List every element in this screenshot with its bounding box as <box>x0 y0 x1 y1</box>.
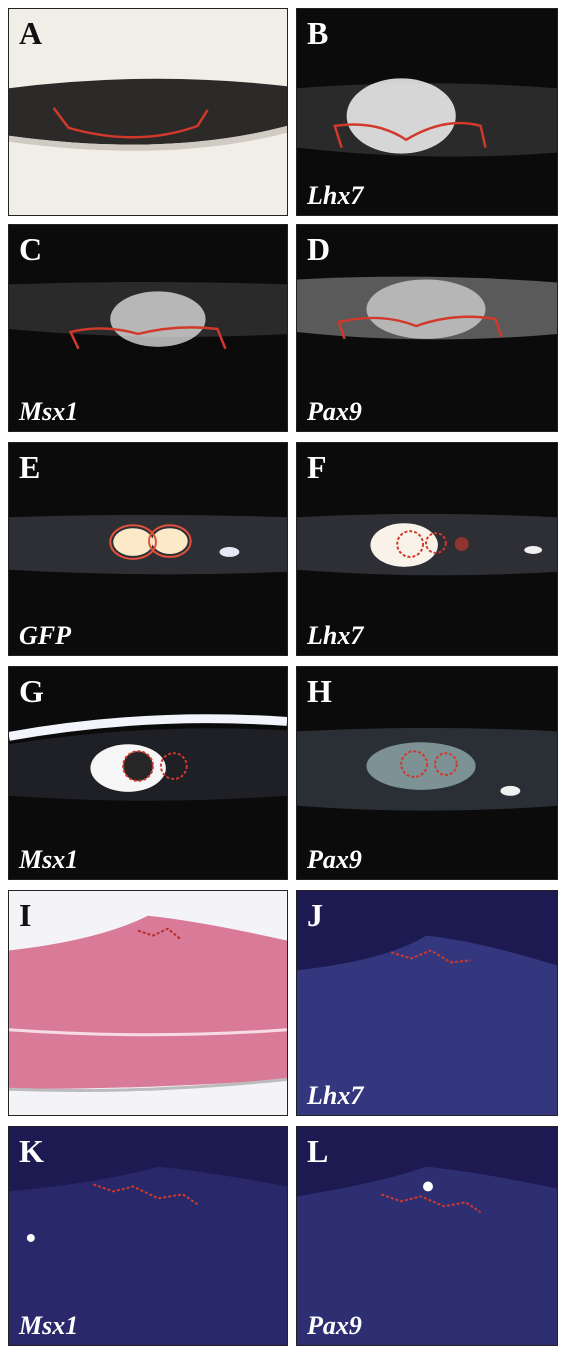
panel-d: D Pax9 <box>296 224 558 432</box>
gene-label: Msx1 <box>19 1311 79 1340</box>
gene-label: Pax9 <box>307 397 362 426</box>
darkfield-msx1-image <box>9 225 287 431</box>
panel-c: C Msx1 <box>8 224 288 432</box>
he-stained-section-image <box>9 891 287 1115</box>
panel-letter: C <box>19 231 43 267</box>
panel-f: F Lhx7 <box>296 442 558 656</box>
darkfield-lhx7-image <box>297 9 557 215</box>
gene-label: Lhx7 <box>307 1081 364 1110</box>
panel-letter: I <box>19 897 32 933</box>
gene-label: Msx1 <box>19 397 79 426</box>
panel-letter: G <box>19 673 44 709</box>
brightfield-tissue-image <box>9 9 287 215</box>
gene-label: GFP <box>19 621 71 650</box>
darkfield-gfp-image <box>9 443 287 655</box>
gene-label: Pax9 <box>307 845 362 874</box>
gene-label: Lhx7 <box>307 181 364 210</box>
panel-j: J Lhx7 <box>296 890 558 1116</box>
panel-letter: D <box>307 231 331 267</box>
panel-letter: J <box>307 897 323 933</box>
panel-a: A <box>8 8 288 216</box>
darkfield-lhx7-image <box>297 891 557 1115</box>
darkfield-msx1-image <box>9 667 287 879</box>
darkfield-pax9-image <box>297 1127 557 1345</box>
gene-label: Pax9 <box>307 1311 362 1340</box>
darkfield-lhx7-image <box>297 443 557 655</box>
panel-letter: F <box>307 449 327 485</box>
panel-l: L Pax9 <box>296 1126 558 1346</box>
panel-i: I <box>8 890 288 1116</box>
panel-e: E GFP <box>8 442 288 656</box>
panel-letter: A <box>19 15 43 51</box>
darkfield-msx1-image <box>9 1127 287 1345</box>
darkfield-pax9-image <box>297 225 557 431</box>
panel-letter: H <box>307 673 332 709</box>
gene-label: Msx1 <box>19 845 79 874</box>
panel-b: B Lhx7 <box>296 8 558 216</box>
darkfield-pax9-image <box>297 667 557 879</box>
gene-label: Lhx7 <box>307 621 364 650</box>
panel-g: G Msx1 <box>8 666 288 880</box>
panel-k: K Msx1 <box>8 1126 288 1346</box>
panel-h: H Pax9 <box>296 666 558 880</box>
panel-letter: L <box>307 1133 329 1169</box>
panel-letter: K <box>19 1133 44 1169</box>
panel-letter: B <box>307 15 329 51</box>
panel-letter: E <box>19 449 41 485</box>
